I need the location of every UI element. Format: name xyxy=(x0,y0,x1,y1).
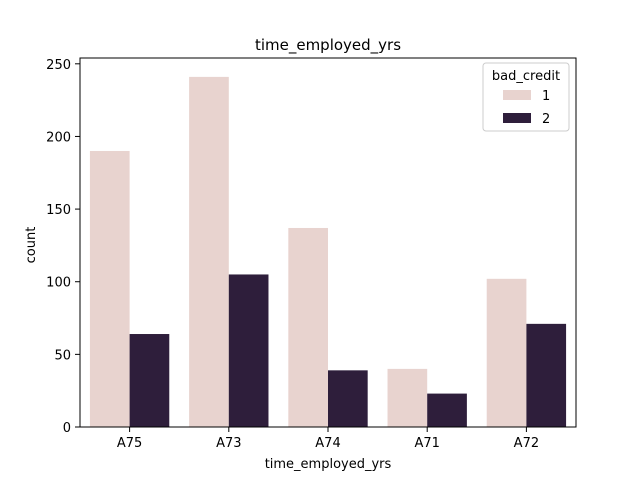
bar-A71-series-1 xyxy=(387,368,428,427)
x-tick-label: A74 xyxy=(315,436,340,451)
bar-A73-series-1 xyxy=(189,76,229,427)
x-tick-label: A75 xyxy=(117,436,142,451)
bar-A72-series-1 xyxy=(486,278,527,427)
y-axis-ticks: 0 50 100 150 200 250 xyxy=(46,58,80,436)
bar-A72-series-2 xyxy=(526,323,567,427)
y-tick-label: 200 xyxy=(46,130,71,145)
legend-title: bad_credit xyxy=(492,69,560,84)
x-tick-label: A73 xyxy=(216,436,241,451)
bar-A75-series-2 xyxy=(129,334,170,427)
bar-A71-series-2 xyxy=(427,393,467,427)
y-axis-title: count xyxy=(24,227,39,264)
bar-A74-series-2 xyxy=(328,370,368,427)
legend: bad_credit 1 2 xyxy=(482,62,570,132)
chart-title: time_employed_yrs xyxy=(255,36,401,55)
y-tick-label: 150 xyxy=(46,203,71,218)
y-tick-label: 250 xyxy=(46,58,71,73)
x-axis-title: time_employed_yrs xyxy=(265,457,392,472)
legend-label-1: 1 xyxy=(542,89,550,104)
x-axis-ticks: A75 A73 A74 A71 A72 xyxy=(117,427,539,451)
x-tick-label: A72 xyxy=(514,436,539,451)
bar-A73-series-2 xyxy=(228,274,269,427)
plot-frame xyxy=(79,57,577,428)
y-tick-label: 0 xyxy=(63,421,71,436)
legend-swatch-1 xyxy=(503,90,531,100)
legend-label-2: 2 xyxy=(542,112,550,127)
x-tick-label: A71 xyxy=(414,436,439,451)
y-tick-label: 50 xyxy=(54,348,71,363)
bar-A74-series-1 xyxy=(288,227,328,427)
y-tick-label: 100 xyxy=(46,276,71,291)
bars-group xyxy=(89,76,567,428)
bar-A75-series-1 xyxy=(89,150,130,428)
legend-swatch-2 xyxy=(503,113,531,123)
